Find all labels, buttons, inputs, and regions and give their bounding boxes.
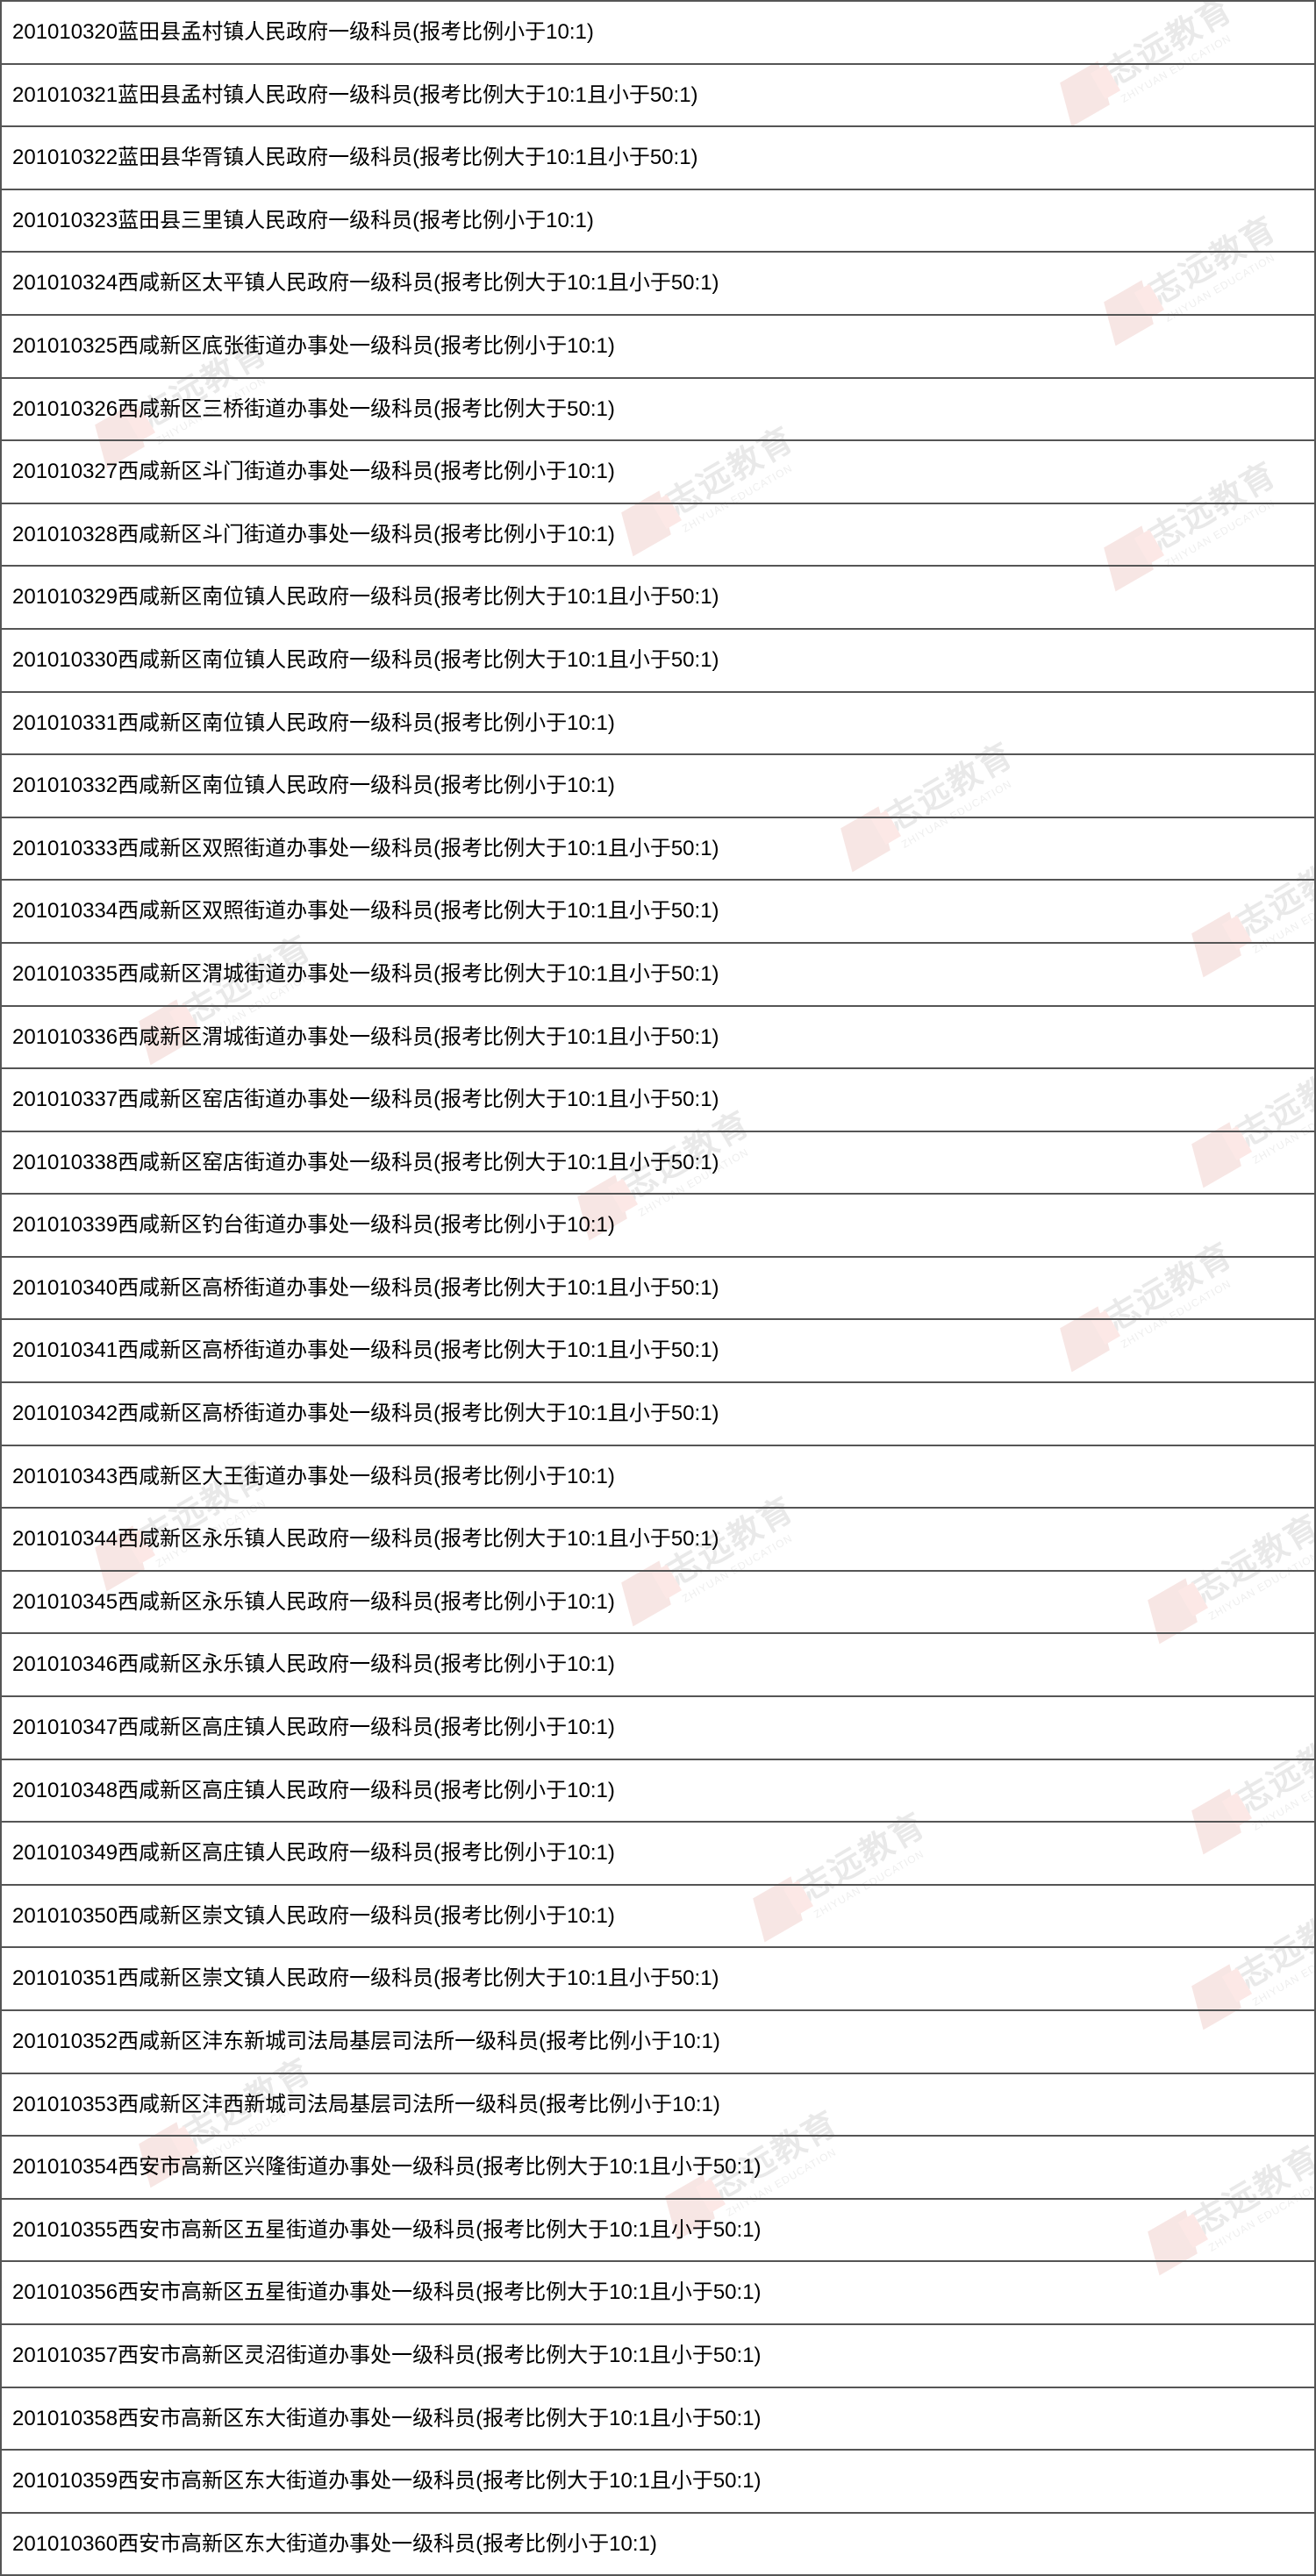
- table-row: 201010331西咸新区南位镇人民政府一级科员(报考比例小于10:1): [1, 692, 1315, 755]
- position-cell: 201010329西咸新区南位镇人民政府一级科员(报考比例大于10:1且小于50…: [1, 566, 1315, 629]
- table-row: 201010328西咸新区斗门街道办事处一级科员(报考比例小于10:1): [1, 503, 1315, 567]
- table-row: 201010335西咸新区渭城街道办事处一级科员(报考比例大于10:1且小于50…: [1, 943, 1315, 1006]
- table-row: 201010356西安市高新区五星街道办事处一级科员(报考比例大于10:1且小于…: [1, 2261, 1315, 2324]
- table-body: 201010320蓝田县孟村镇人民政府一级科员(报考比例小于10:1)20101…: [1, 1, 1315, 2575]
- table-row: 201010325西咸新区底张街道办事处一级科员(报考比例小于10:1): [1, 315, 1315, 378]
- table-row: 201010324西咸新区太平镇人民政府一级科员(报考比例大于10:1且小于50…: [1, 252, 1315, 315]
- position-cell: 201010341西咸新区高桥街道办事处一级科员(报考比例大于10:1且小于50…: [1, 1319, 1315, 1382]
- table-row: 201010342西咸新区高桥街道办事处一级科员(报考比例大于10:1且小于50…: [1, 1382, 1315, 1445]
- position-cell: 201010348西咸新区高庄镇人民政府一级科员(报考比例小于10:1): [1, 1759, 1315, 1823]
- table-row: 201010341西咸新区高桥街道办事处一级科员(报考比例大于10:1且小于50…: [1, 1319, 1315, 1382]
- position-cell: 201010326西咸新区三桥街道办事处一级科员(报考比例大于50:1): [1, 378, 1315, 441]
- position-cell: 201010328西咸新区斗门街道办事处一级科员(报考比例小于10:1): [1, 503, 1315, 567]
- table-row: 201010348西咸新区高庄镇人民政府一级科员(报考比例小于10:1): [1, 1759, 1315, 1823]
- position-cell: 201010323蓝田县三里镇人民政府一级科员(报考比例小于10:1): [1, 189, 1315, 253]
- position-cell: 201010340西咸新区高桥街道办事处一级科员(报考比例大于10:1且小于50…: [1, 1257, 1315, 1320]
- content-layer: 201010320蓝田县孟村镇人民政府一级科员(报考比例小于10:1)20101…: [0, 0, 1316, 2576]
- table-row: 201010339西咸新区钓台街道办事处一级科员(报考比例小于10:1): [1, 1194, 1315, 1257]
- table-row: 201010343西咸新区大王街道办事处一级科员(报考比例小于10:1): [1, 1445, 1315, 1509]
- position-cell: 201010342西咸新区高桥街道办事处一级科员(报考比例大于10:1且小于50…: [1, 1382, 1315, 1445]
- position-table: 201010320蓝田县孟村镇人民政府一级科员(报考比例小于10:1)20101…: [0, 0, 1316, 2576]
- position-cell: 201010327西咸新区斗门街道办事处一级科员(报考比例小于10:1): [1, 440, 1315, 503]
- position-cell: 201010356西安市高新区五星街道办事处一级科员(报考比例大于10:1且小于…: [1, 2261, 1315, 2324]
- position-cell: 201010351西咸新区崇文镇人民政府一级科员(报考比例大于10:1且小于50…: [1, 1947, 1315, 2010]
- table-row: 201010344西咸新区永乐镇人民政府一级科员(报考比例大于10:1且小于50…: [1, 1508, 1315, 1571]
- position-cell: 201010330西咸新区南位镇人民政府一级科员(报考比例大于10:1且小于50…: [1, 629, 1315, 692]
- table-row: 201010326西咸新区三桥街道办事处一级科员(报考比例大于50:1): [1, 378, 1315, 441]
- position-cell: 201010333西咸新区双照街道办事处一级科员(报考比例大于10:1且小于50…: [1, 817, 1315, 881]
- position-cell: 201010353西咸新区沣西新城司法局基层司法所一级科员(报考比例小于10:1…: [1, 2073, 1315, 2137]
- position-cell: 201010339西咸新区钓台街道办事处一级科员(报考比例小于10:1): [1, 1194, 1315, 1257]
- position-cell: 201010325西咸新区底张街道办事处一级科员(报考比例小于10:1): [1, 315, 1315, 378]
- table-row: 201010336西咸新区渭城街道办事处一级科员(报考比例大于10:1且小于50…: [1, 1006, 1315, 1069]
- table-row: 201010334西咸新区双照街道办事处一级科员(报考比例大于10:1且小于50…: [1, 880, 1315, 943]
- position-cell: 201010334西咸新区双照街道办事处一级科员(报考比例大于10:1且小于50…: [1, 880, 1315, 943]
- position-cell: 201010344西咸新区永乐镇人民政府一级科员(报考比例大于10:1且小于50…: [1, 1508, 1315, 1571]
- table-row: 201010330西咸新区南位镇人民政府一级科员(报考比例大于10:1且小于50…: [1, 629, 1315, 692]
- position-cell: 201010350西咸新区崇文镇人民政府一级科员(报考比例小于10:1): [1, 1885, 1315, 1948]
- position-cell: 201010324西咸新区太平镇人民政府一级科员(报考比例大于10:1且小于50…: [1, 252, 1315, 315]
- table-row: 201010329西咸新区南位镇人民政府一级科员(报考比例大于10:1且小于50…: [1, 566, 1315, 629]
- table-row: 201010353西咸新区沣西新城司法局基层司法所一级科员(报考比例小于10:1…: [1, 2073, 1315, 2137]
- table-row: 201010346西咸新区永乐镇人民政府一级科员(报考比例小于10:1): [1, 1633, 1315, 1696]
- table-row: 201010357西安市高新区灵沼街道办事处一级科员(报考比例大于10:1且小于…: [1, 2324, 1315, 2387]
- position-cell: 201010349西咸新区高庄镇人民政府一级科员(报考比例小于10:1): [1, 1822, 1315, 1885]
- position-cell: 201010320蓝田县孟村镇人民政府一级科员(报考比例小于10:1): [1, 1, 1315, 64]
- table-row: 201010337西咸新区窑店街道办事处一级科员(报考比例大于10:1且小于50…: [1, 1068, 1315, 1131]
- position-cell: 201010345西咸新区永乐镇人民政府一级科员(报考比例小于10:1): [1, 1571, 1315, 1634]
- table-row: 201010351西咸新区崇文镇人民政府一级科员(报考比例大于10:1且小于50…: [1, 1947, 1315, 2010]
- position-cell: 201010332西咸新区南位镇人民政府一级科员(报考比例小于10:1): [1, 754, 1315, 817]
- table-row: 201010347西咸新区高庄镇人民政府一级科员(报考比例小于10:1): [1, 1696, 1315, 1759]
- table-row: 201010349西咸新区高庄镇人民政府一级科员(报考比例小于10:1): [1, 1822, 1315, 1885]
- position-cell: 201010354西安市高新区兴隆街道办事处一级科员(报考比例大于10:1且小于…: [1, 2136, 1315, 2199]
- table-row: 201010322蓝田县华胥镇人民政府一级科员(报考比例大于10:1且小于50:…: [1, 126, 1315, 189]
- position-cell: 201010347西咸新区高庄镇人民政府一级科员(报考比例小于10:1): [1, 1696, 1315, 1759]
- position-cell: 201010355西安市高新区五星街道办事处一级科员(报考比例大于10:1且小于…: [1, 2199, 1315, 2262]
- position-cell: 201010343西咸新区大王街道办事处一级科员(报考比例小于10:1): [1, 1445, 1315, 1509]
- position-cell: 201010346西咸新区永乐镇人民政府一级科员(报考比例小于10:1): [1, 1633, 1315, 1696]
- table-row: 201010332西咸新区南位镇人民政府一级科员(报考比例小于10:1): [1, 754, 1315, 817]
- table-row: 201010350西咸新区崇文镇人民政府一级科员(报考比例小于10:1): [1, 1885, 1315, 1948]
- table-row: 201010355西安市高新区五星街道办事处一级科员(报考比例大于10:1且小于…: [1, 2199, 1315, 2262]
- table-row: 201010340西咸新区高桥街道办事处一级科员(报考比例大于10:1且小于50…: [1, 1257, 1315, 1320]
- table-row: 201010345西咸新区永乐镇人民政府一级科员(报考比例小于10:1): [1, 1571, 1315, 1634]
- position-cell: 201010338西咸新区窑店街道办事处一级科员(报考比例大于10:1且小于50…: [1, 1131, 1315, 1195]
- table-row: 201010358西安市高新区东大街道办事处一级科员(报考比例大于10:1且小于…: [1, 2387, 1315, 2451]
- table-row: 201010360西安市高新区东大街道办事处一级科员(报考比例小于10:1): [1, 2513, 1315, 2576]
- position-cell: 201010352西咸新区沣东新城司法局基层司法所一级科员(报考比例小于10:1…: [1, 2010, 1315, 2073]
- position-cell: 201010360西安市高新区东大街道办事处一级科员(报考比例小于10:1): [1, 2513, 1315, 2576]
- position-cell: 201010335西咸新区渭城街道办事处一级科员(报考比例大于10:1且小于50…: [1, 943, 1315, 1006]
- table-row: 201010338西咸新区窑店街道办事处一级科员(报考比例大于10:1且小于50…: [1, 1131, 1315, 1195]
- position-cell: 201010359西安市高新区东大街道办事处一级科员(报考比例大于10:1且小于…: [1, 2450, 1315, 2513]
- position-cell: 201010336西咸新区渭城街道办事处一级科员(报考比例大于10:1且小于50…: [1, 1006, 1315, 1069]
- table-row: 201010354西安市高新区兴隆街道办事处一级科员(报考比例大于10:1且小于…: [1, 2136, 1315, 2199]
- position-cell: 201010358西安市高新区东大街道办事处一级科员(报考比例大于10:1且小于…: [1, 2387, 1315, 2451]
- position-cell: 201010331西咸新区南位镇人民政府一级科员(报考比例小于10:1): [1, 692, 1315, 755]
- position-cell: 201010321蓝田县孟村镇人民政府一级科员(报考比例大于10:1且小于50:…: [1, 64, 1315, 127]
- table-row: 201010321蓝田县孟村镇人民政府一级科员(报考比例大于10:1且小于50:…: [1, 64, 1315, 127]
- table-row: 201010320蓝田县孟村镇人民政府一级科员(报考比例小于10:1): [1, 1, 1315, 64]
- table-row: 201010327西咸新区斗门街道办事处一级科员(报考比例小于10:1): [1, 440, 1315, 503]
- position-cell: 201010337西咸新区窑店街道办事处一级科员(报考比例大于10:1且小于50…: [1, 1068, 1315, 1131]
- position-cell: 201010322蓝田县华胥镇人民政府一级科员(报考比例大于10:1且小于50:…: [1, 126, 1315, 189]
- table-row: 201010359西安市高新区东大街道办事处一级科员(报考比例大于10:1且小于…: [1, 2450, 1315, 2513]
- table-row: 201010323蓝田县三里镇人民政府一级科员(报考比例小于10:1): [1, 189, 1315, 253]
- table-row: 201010333西咸新区双照街道办事处一级科员(报考比例大于10:1且小于50…: [1, 817, 1315, 881]
- position-cell: 201010357西安市高新区灵沼街道办事处一级科员(报考比例大于10:1且小于…: [1, 2324, 1315, 2387]
- table-row: 201010352西咸新区沣东新城司法局基层司法所一级科员(报考比例小于10:1…: [1, 2010, 1315, 2073]
